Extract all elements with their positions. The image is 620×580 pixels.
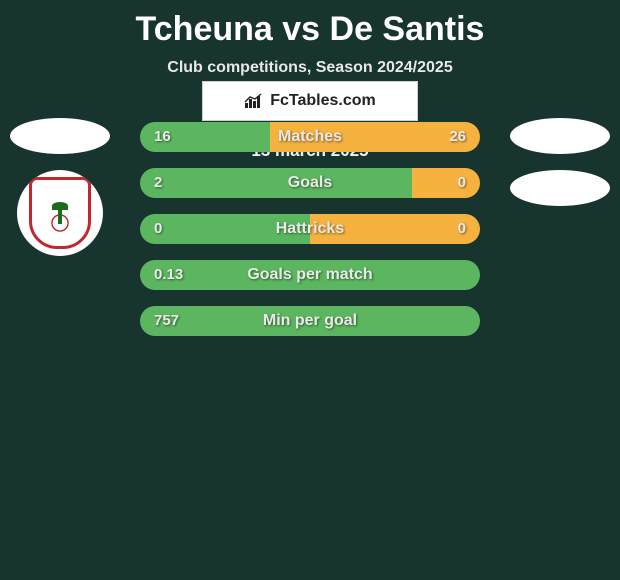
player1-photo-placeholder: [10, 118, 110, 154]
stat-label: Matches: [140, 122, 480, 152]
stat-label: Min per goal: [140, 306, 480, 336]
subtitle: Club competitions, Season 2024/2025: [0, 59, 620, 77]
player2-avatar-column: [510, 118, 610, 222]
brand-label: FcTables.com: [270, 92, 376, 110]
player1-avatar-column: [10, 118, 110, 256]
stat-row: 00Hattricks: [140, 214, 480, 244]
page-title: Tcheuna vs De Santis: [0, 0, 620, 49]
comparison-rows: 1626Matches 20Goals 00Hattricks 0.13Goals p…: [140, 122, 480, 352]
stat-label: Hattricks: [140, 214, 480, 244]
player2-photo-placeholder: [510, 118, 610, 154]
player1-club-badge: [17, 170, 103, 256]
stat-row: 1626Matches: [140, 122, 480, 152]
stat-row: 757Min per goal: [140, 306, 480, 336]
carpi-shield-icon: [29, 177, 91, 249]
bar-chart-icon: [244, 93, 264, 109]
player2-club-placeholder: [510, 170, 610, 206]
stat-label: Goals per match: [140, 260, 480, 290]
brand-box[interactable]: FcTables.com: [202, 81, 418, 121]
stat-label: Goals: [140, 168, 480, 198]
stat-row: 20Goals: [140, 168, 480, 198]
stat-row: 0.13Goals per match: [140, 260, 480, 290]
